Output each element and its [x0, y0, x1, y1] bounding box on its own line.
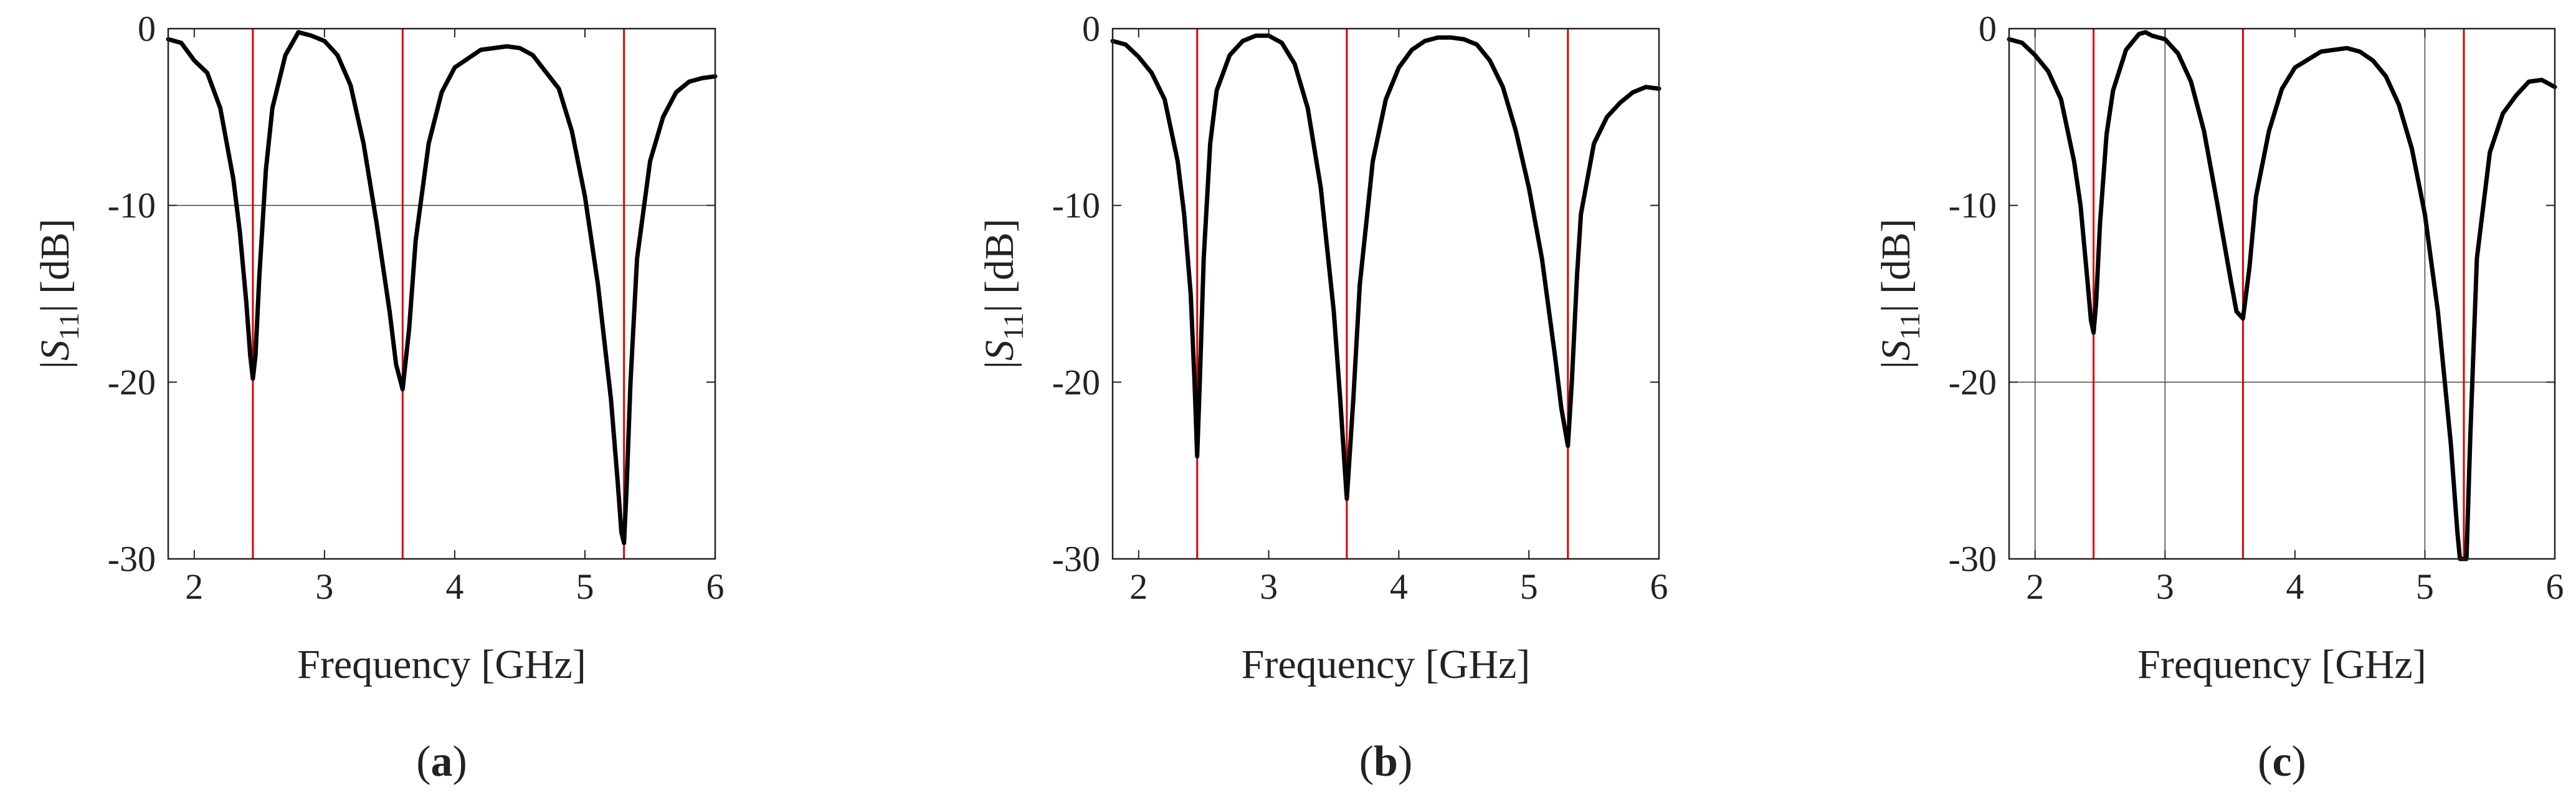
x-axis-label: Frequency [GHz] [1242, 642, 1531, 687]
y-axis-label-var: S [1873, 340, 1919, 361]
x-tick-label: 2 [185, 566, 203, 607]
x-tick-label: 6 [706, 566, 725, 607]
x-tick-label: 3 [1260, 566, 1278, 607]
y-tick-label: 0 [138, 9, 156, 49]
y-tick-label: -30 [1052, 539, 1100, 579]
y-axis-label-prefix: | [1873, 361, 1919, 369]
y-axis-label: |S11| [dB] [32, 219, 85, 369]
series-line-s11 [166, 30, 718, 545]
y-axis-label-suffix: | [dB] [1873, 219, 1919, 313]
x-axis-label: Frequency [GHz] [297, 642, 586, 687]
y-tick-label: -10 [108, 185, 156, 226]
axes-frame [167, 27, 716, 560]
y-axis-label-prefix: | [32, 361, 78, 369]
y-tick-label: -20 [1052, 362, 1100, 402]
panel-label-letter: a [431, 738, 453, 786]
x-tick-label: 5 [576, 566, 594, 607]
chart-panel-b: 2 3 4 5 6 0 -10 -20 -30 Frequency [GHz] |S11| [dB]… [977, 9, 1668, 786]
y-tick-label: 0 [1979, 9, 1997, 49]
x-tick-label: 6 [1650, 566, 1668, 607]
y-tick-label: -10 [1052, 185, 1100, 226]
x-tick-label: 2 [1129, 566, 1148, 607]
y-axis-label-sub: 11 [53, 313, 85, 340]
x-tick-label: 3 [2156, 566, 2174, 607]
panel-label: (c) [2258, 738, 2306, 786]
y-tick-label: -30 [1949, 539, 1997, 579]
y-tick-label: -30 [108, 539, 156, 579]
y-axis-label-suffix: | [dB] [32, 219, 78, 313]
y-tick-label: -20 [1949, 362, 1997, 402]
x-tick-label: 2 [2026, 566, 2044, 607]
panel-label-letter: b [1374, 738, 1398, 786]
series-line-s11 [2007, 30, 2557, 561]
panel-label-letter: c [2272, 738, 2291, 786]
y-tick-label: 0 [1082, 9, 1100, 49]
y-axis-label-prefix: | [977, 361, 1022, 369]
y-axis-label-var: S [977, 340, 1022, 361]
series-line-s11 [1110, 33, 1661, 502]
panel-label: (a) [416, 738, 467, 786]
x-tick-label: 5 [2416, 566, 2434, 607]
y-axis-label-sub: 11 [1894, 313, 1926, 340]
y-axis-label-sub: 11 [997, 313, 1029, 340]
y-axis-label: |S11| [dB] [1873, 219, 1926, 369]
x-tick-label: 4 [1390, 566, 1408, 607]
chart-panel-a: 2 3 4 5 6 0 -10 -20 -30 Frequency [GHz] |S11| [dB]… [32, 9, 725, 786]
x-tick-label: 3 [315, 566, 333, 607]
y-axis-label-var: S [32, 340, 78, 361]
x-tick-label: 4 [2286, 566, 2304, 607]
y-tick-label: -20 [108, 362, 156, 402]
chart-panel-c: 2 3 4 5 6 0 -10 -20 -30 Frequency [GHz] |S11| [dB]… [1873, 9, 2564, 786]
x-tick-label: 6 [2546, 566, 2564, 607]
x-tick-label: 4 [445, 566, 463, 607]
y-tick-label: -10 [1949, 185, 1997, 226]
axes-frame [2008, 27, 2556, 560]
y-axis-label-suffix: | [dB] [977, 219, 1022, 313]
panel-label: (b) [1359, 738, 1413, 786]
y-axis-label: |S11| [dB] [977, 219, 1029, 369]
x-axis-label: Frequency [GHz] [2137, 642, 2426, 687]
x-tick-label: 5 [1520, 566, 1538, 607]
axes-frame [1111, 27, 1660, 560]
